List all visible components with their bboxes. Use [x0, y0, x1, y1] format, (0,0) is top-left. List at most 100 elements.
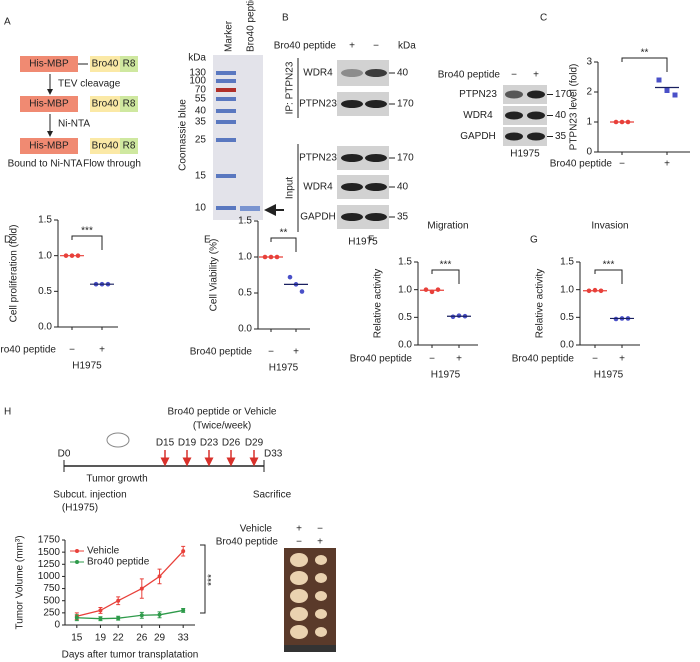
band [341, 154, 363, 162]
data-point [157, 612, 162, 617]
significance: *** [207, 574, 218, 586]
legend-marker [75, 549, 79, 553]
marker-kda: 40 [195, 106, 207, 117]
x-tick-label: + [619, 354, 625, 365]
marker-band [216, 88, 236, 92]
x-tick-label: + [456, 354, 462, 365]
marker-band [216, 71, 236, 75]
blot [503, 106, 547, 125]
x-tick-label: 33 [178, 633, 190, 644]
day-label: D15 [156, 438, 175, 449]
treatment-label: Bro40 peptide [438, 70, 501, 81]
significance-bracket [71, 235, 103, 250]
significance-bracket [621, 57, 668, 72]
panel-letter: G [530, 235, 538, 246]
band-label: WDR4 [463, 110, 493, 121]
x-axis-label: Days after tumor transplatation [62, 650, 199, 661]
band [365, 154, 387, 162]
band-label: PTPN23 [299, 99, 337, 110]
x-axis-label: Bro40 peptide [0, 345, 56, 356]
panel-letter: H [4, 407, 11, 418]
step-label: Ni-NTA [58, 119, 90, 130]
y-tick-label: 1250 [38, 559, 61, 570]
y-axis-label: Relative activity [535, 269, 546, 338]
significance: *** [81, 226, 93, 237]
band [365, 213, 387, 221]
data-point [672, 92, 678, 98]
band [365, 69, 387, 77]
y-axis-label: PTPN23 level (fold) [569, 64, 580, 151]
start-label: (H1975) [62, 503, 98, 514]
axis [579, 262, 640, 346]
y-axis-label: Cell Viability (%) [209, 239, 220, 312]
band [527, 90, 545, 99]
x-tick-label: + [293, 347, 299, 358]
marker-band [216, 97, 236, 101]
x-tick-label: − [268, 347, 274, 358]
tag-box [20, 96, 78, 112]
significance-bracket [431, 269, 460, 284]
y-tick-label: 1.5 [238, 216, 252, 227]
data-point [74, 615, 79, 620]
band [365, 183, 387, 191]
series-line [76, 609, 184, 620]
peptide-box [90, 56, 120, 72]
significance-bracket [594, 269, 623, 284]
lane-sign: + [349, 41, 355, 52]
lane-label: Marker [224, 20, 235, 52]
band-kda: 170 [397, 153, 414, 164]
y-tick-label: 1.0 [398, 284, 412, 295]
y-tick-label: 1000 [38, 571, 61, 582]
r8-label: R8 [123, 99, 136, 110]
band [505, 111, 523, 120]
y-tick-label: 0 [586, 147, 592, 158]
y-tick-label: 1.0 [38, 250, 52, 261]
cell-label: H1975 [431, 370, 461, 381]
x-tick-label: + [664, 159, 670, 170]
marker-kda: 55 [195, 94, 207, 105]
band-label: PTPN23 [299, 153, 337, 164]
band-kda: 40 [397, 182, 409, 193]
blot [503, 85, 547, 104]
panel-letter: A [4, 17, 11, 28]
data-point [98, 608, 103, 613]
y-tick-label: 1750 [38, 535, 61, 546]
peptide-label: Bro40 [92, 99, 119, 110]
fraction-label: Flow through [83, 159, 141, 170]
x-tick-label: 29 [154, 633, 166, 644]
y-tick-label: 0.5 [398, 312, 412, 323]
peptide-box [90, 138, 120, 154]
start-label: Subcut. injection [53, 490, 126, 501]
band-label: GAPDH [300, 212, 336, 223]
tumor [290, 553, 308, 567]
y-tick-label: 0.0 [398, 340, 412, 351]
y-tick-label: 0.5 [38, 286, 52, 297]
end-label: Sacrifice [253, 490, 292, 501]
tag-label: His-MBP [29, 99, 69, 110]
ruler [284, 645, 336, 652]
tag-box [20, 138, 78, 154]
band [341, 183, 363, 191]
panel-letter: B [282, 13, 289, 24]
tumor [315, 573, 327, 583]
peptide-label: Bro40 [92, 141, 119, 152]
phase-label: Tumor growth [86, 474, 147, 485]
y-tick-label: 1.0 [238, 252, 252, 263]
band [341, 69, 363, 77]
step-label: TEV cleavage [58, 79, 121, 90]
y-tick-label: 750 [43, 583, 60, 594]
r8-box [120, 96, 138, 112]
day-label: D26 [222, 438, 241, 449]
lane-sign: − [373, 41, 379, 52]
day-label: D19 [178, 438, 197, 449]
band [527, 111, 545, 120]
series-line [76, 550, 184, 617]
r8-box [120, 56, 138, 72]
photo-sign: + [317, 537, 323, 548]
tumor [290, 589, 308, 603]
y-tick-label: 0.0 [560, 340, 574, 351]
data-point [139, 586, 144, 591]
x-tick-label: + [99, 345, 105, 356]
y-tick-label: 0.5 [238, 288, 252, 299]
y-tick-label: 250 [43, 607, 60, 618]
